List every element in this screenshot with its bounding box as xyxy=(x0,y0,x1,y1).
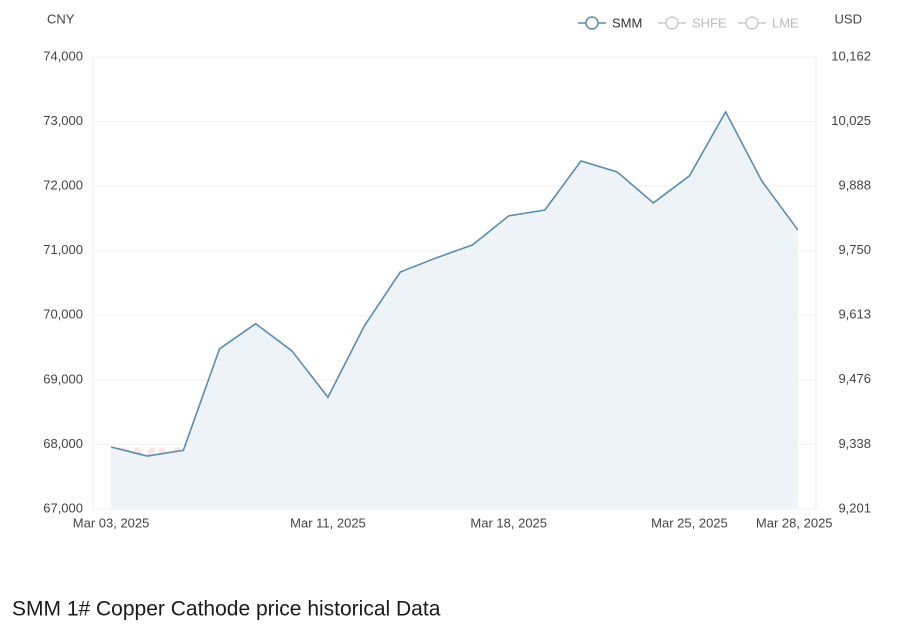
x-tick-label: Mar 11, 2025 xyxy=(290,515,366,530)
x-tick-label: Mar 03, 2025 xyxy=(73,515,150,530)
legend-label: LME xyxy=(772,15,799,30)
y2-tick-label: 9,750 xyxy=(838,242,871,257)
y-tick-label: 69,000 xyxy=(43,371,83,386)
y2-tick-label: 9,338 xyxy=(838,436,871,451)
legend-marker xyxy=(665,16,679,30)
y-tick-label: 67,000 xyxy=(43,500,83,515)
y2-tick-label: 9,476 xyxy=(838,371,871,386)
x-tick-label: Mar 18, 2025 xyxy=(470,515,547,530)
area xyxy=(111,111,798,509)
legend-marker xyxy=(585,16,599,30)
y2-tick-label: 9,613 xyxy=(838,307,871,322)
y2-tick-label: 10,162 xyxy=(831,48,871,63)
y-tick-label: 71,000 xyxy=(43,242,83,257)
y2-axis-label: USD xyxy=(835,11,862,26)
legend-label: SMM xyxy=(612,15,642,30)
y-tick-label: 74,000 xyxy=(43,48,83,63)
line xyxy=(110,110,799,457)
y-tick-label: 73,000 xyxy=(43,113,83,128)
legend-label: SHFE xyxy=(692,15,727,30)
legend-marker xyxy=(745,16,759,30)
y-tick-label: 70,000 xyxy=(43,307,83,322)
y2-tick-label: 9,888 xyxy=(838,177,871,192)
y2-tick-label: 9,201 xyxy=(838,500,871,515)
chart-title: SMM 1# Copper Cathode price historical D… xyxy=(12,598,441,621)
y2-tick-label: 10,025 xyxy=(831,113,871,128)
x-tick-label: Mar 25, 2025 xyxy=(651,515,728,530)
y-tick-label: 68,000 xyxy=(43,436,83,451)
x-tick-label: Mar 28, 2025 xyxy=(756,515,833,530)
y-axis-label: CNY xyxy=(47,11,75,26)
y-tick-label: 72,000 xyxy=(43,178,83,193)
